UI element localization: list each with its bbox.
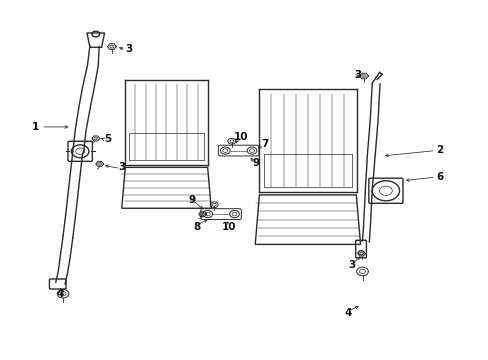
Text: 10: 10 <box>233 132 247 142</box>
Text: 9: 9 <box>188 195 196 205</box>
Text: 8: 8 <box>193 222 200 231</box>
Text: 5: 5 <box>104 134 111 144</box>
Text: 10: 10 <box>221 222 236 231</box>
Text: 3: 3 <box>124 44 132 54</box>
Text: 6: 6 <box>435 172 442 182</box>
Text: 9: 9 <box>252 158 259 168</box>
Text: 3: 3 <box>347 260 355 270</box>
Text: 7: 7 <box>261 139 268 149</box>
Text: 2: 2 <box>435 145 442 155</box>
Text: 4: 4 <box>57 289 64 299</box>
Text: 4: 4 <box>344 308 351 318</box>
Text: 3: 3 <box>353 70 361 80</box>
Text: 3: 3 <box>118 162 125 172</box>
Text: 1: 1 <box>32 122 40 132</box>
